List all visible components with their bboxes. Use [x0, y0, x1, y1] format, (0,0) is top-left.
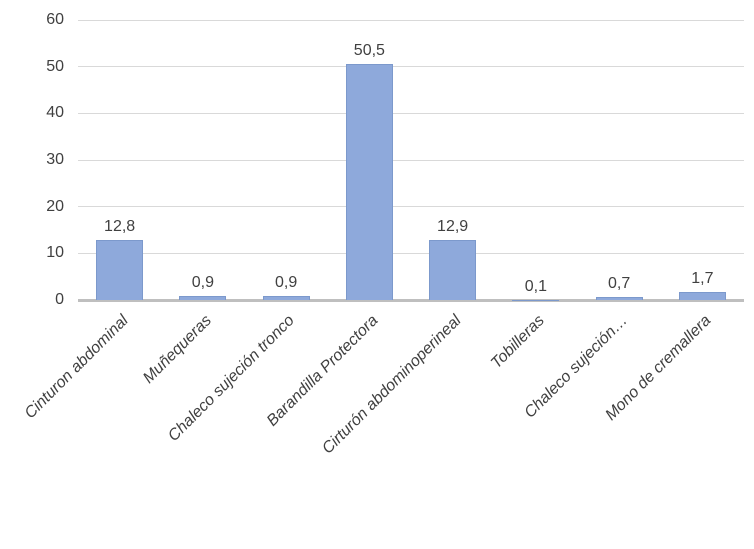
x-axis-label-text: Barandilla Protectora [263, 312, 382, 430]
x-axis-label: Mono de cremallera [472, 312, 714, 424]
x-axis-label-text: Muñequeras [139, 312, 215, 387]
x-axis-label-text: Cirturón abdominoperineal [319, 312, 465, 458]
x-axis-label: Cinturon abdominal [0, 312, 132, 422]
gridline [78, 19, 744, 21]
x-axis-label-text: Chaleco sujeción tronco [165, 312, 299, 445]
y-axis-tick-label: 60 [46, 11, 64, 28]
y-axis-tick-label: 30 [46, 151, 64, 168]
x-axis-label: Tobilleras [306, 312, 548, 372]
x-axis-label-text: Tobilleras [487, 312, 548, 373]
bar-value-label: 1,7 [691, 270, 714, 288]
x-axis-label: Chaleco sujeción… [389, 312, 632, 422]
bar [179, 295, 227, 300]
x-axis-label: Barandilla Protectora [139, 312, 382, 430]
bar-value-label: 50,5 [353, 42, 385, 60]
y-axis-tick-label: 0 [55, 291, 64, 308]
x-axis-label-text: Chaleco sujeción… [521, 312, 632, 422]
bar [96, 240, 144, 300]
y-axis-tick-label: 50 [46, 57, 64, 75]
y-axis-tick-label: 40 [46, 104, 64, 122]
bar-value-label: 0,1 [524, 277, 547, 295]
bar [345, 64, 393, 300]
bar-value-label: 12,9 [437, 217, 469, 235]
x-axis-label: Muñequeras [0, 312, 215, 387]
y-axis-tick-label: 20 [46, 197, 64, 215]
x-axis-label: Chaleco sujeción tronco [56, 312, 298, 445]
bar [595, 296, 643, 300]
gridline [78, 252, 744, 254]
gridline [78, 159, 744, 161]
bar-value-label: 0,7 [608, 274, 631, 292]
y-axis-tick-label: 10 [46, 244, 64, 262]
bar-value-label: 0,9 [275, 273, 298, 291]
bar [512, 299, 560, 301]
bar [429, 239, 477, 300]
gridline [78, 112, 744, 114]
x-axis-line [78, 299, 744, 302]
bar-value-label: 12,8 [104, 218, 136, 236]
x-axis-label: Cirturón abdominoperineal [223, 312, 464, 457]
bar [678, 292, 726, 300]
x-axis-label-text: Cinturon abdominal [21, 312, 132, 423]
bar [262, 295, 310, 300]
x-axis-label-text: Mono de cremallera [602, 312, 715, 425]
bar-value-label: 0,9 [191, 273, 214, 291]
gridline [78, 66, 744, 68]
gridline [78, 206, 744, 208]
